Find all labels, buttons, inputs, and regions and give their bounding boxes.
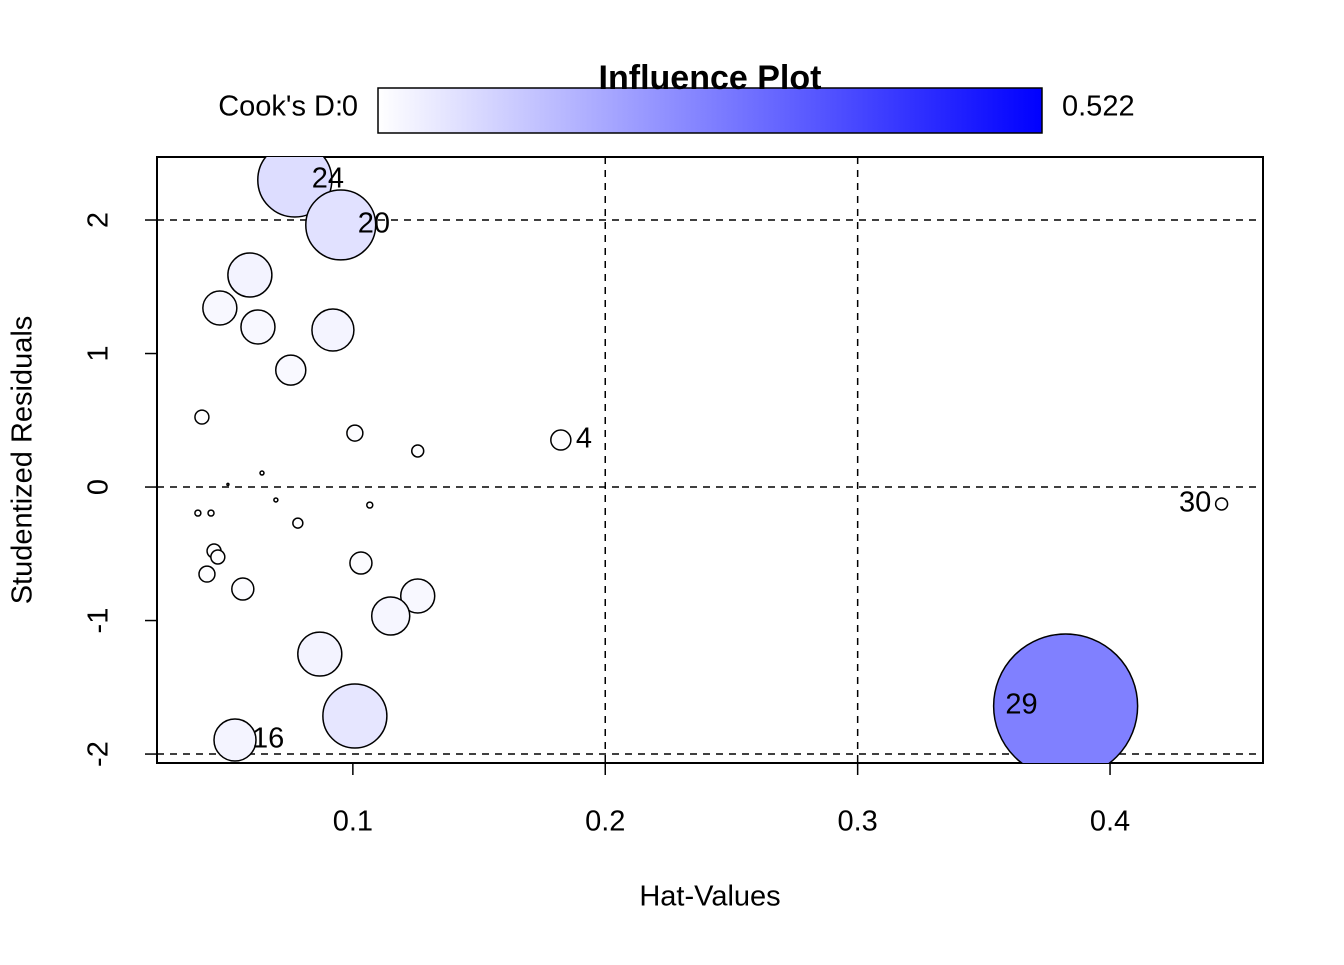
- x-axis-label: Hat-Values: [639, 881, 780, 913]
- bubble: [198, 565, 216, 583]
- bubble: [305, 189, 377, 261]
- bubble: [399, 578, 436, 614]
- bubble: [202, 290, 238, 326]
- bubble: [292, 517, 304, 529]
- plot-frame: [156, 156, 1264, 764]
- colorbar-label: Cook's D:: [218, 91, 343, 123]
- bubble: [370, 596, 411, 636]
- x-tick-label: 0.1: [333, 806, 373, 838]
- bubble: [213, 718, 257, 762]
- bubble: [231, 577, 255, 601]
- bubble: [297, 631, 343, 677]
- point-label: 16: [252, 723, 284, 755]
- bubble: [1214, 497, 1229, 511]
- point-label: 20: [358, 208, 390, 240]
- x-tick-label: 0.3: [837, 806, 877, 838]
- bubble: [194, 409, 210, 425]
- chart-title: Influence Plot: [599, 59, 822, 97]
- bubble: [227, 252, 273, 298]
- colorbar: [377, 87, 1043, 134]
- colorbar-min: 0: [342, 91, 358, 123]
- bubble: [410, 444, 425, 458]
- y-axis-label: Studentized Residuals: [7, 316, 39, 605]
- point-label: 24: [312, 163, 344, 195]
- bubble: [366, 501, 374, 509]
- bubble: [992, 633, 1139, 763]
- y-tick-label: 0: [83, 479, 115, 495]
- point-label: 4: [576, 423, 592, 455]
- bubble: [311, 308, 355, 352]
- point-label: 30: [1179, 487, 1211, 519]
- bubble: [257, 157, 333, 218]
- bubble: [194, 509, 202, 517]
- point-label: 29: [1005, 689, 1037, 721]
- bubble: [275, 354, 307, 386]
- y-tick-label: 1: [83, 345, 115, 361]
- bubble: [550, 429, 572, 451]
- bubble: [226, 482, 230, 487]
- colorbar-max: 0.522: [1062, 91, 1135, 123]
- bubble: [210, 549, 226, 565]
- y-tick-label: -1: [83, 608, 115, 634]
- y-tick-label: 2: [83, 212, 115, 228]
- bubble: [349, 551, 373, 575]
- bubble: [240, 309, 276, 345]
- y-tick-label: -2: [83, 741, 115, 767]
- bubble: [259, 470, 265, 476]
- bubble: [346, 424, 364, 442]
- bubble: [207, 509, 215, 517]
- plot-area: [157, 157, 1263, 763]
- bubble: [322, 683, 388, 749]
- bubble: [273, 497, 279, 503]
- x-tick-label: 0.4: [1090, 806, 1130, 838]
- x-tick-label: 0.2: [585, 806, 625, 838]
